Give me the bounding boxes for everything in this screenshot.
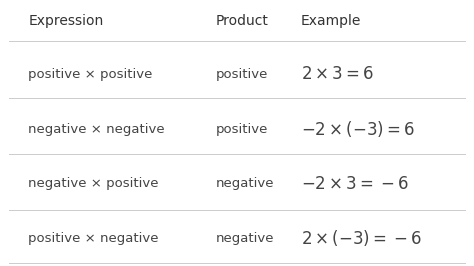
- Text: negative × positive: negative × positive: [28, 177, 159, 190]
- Text: Product: Product: [216, 14, 269, 28]
- Text: $-2 \times 3 = -6$: $-2 \times 3 = -6$: [301, 174, 409, 193]
- Text: positive: positive: [216, 123, 268, 135]
- Text: positive × negative: positive × negative: [28, 232, 159, 244]
- Text: $2 \times (-3) = -6$: $2 \times (-3) = -6$: [301, 228, 422, 248]
- Text: negative: negative: [216, 177, 274, 190]
- Text: Expression: Expression: [28, 14, 104, 28]
- Text: Example: Example: [301, 14, 361, 28]
- Text: positive × positive: positive × positive: [28, 68, 153, 81]
- Text: positive: positive: [216, 68, 268, 81]
- Text: $-2 \times (-3) = 6$: $-2 \times (-3) = 6$: [301, 119, 415, 139]
- Text: negative × negative: negative × negative: [28, 123, 165, 135]
- Text: $2 \times 3 = 6$: $2 \times 3 = 6$: [301, 65, 374, 84]
- Text: negative: negative: [216, 232, 274, 244]
